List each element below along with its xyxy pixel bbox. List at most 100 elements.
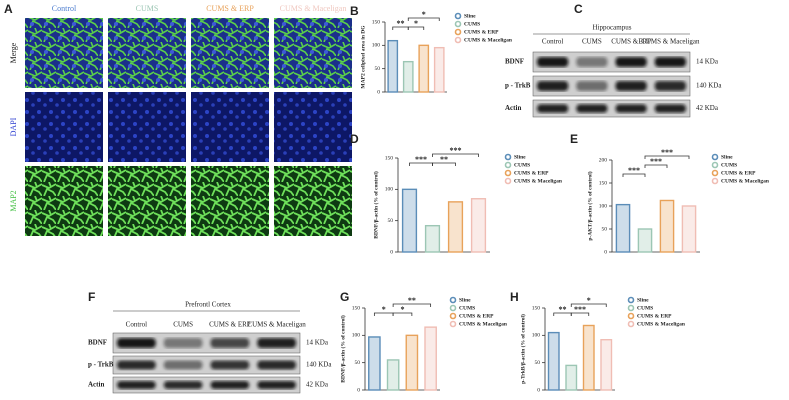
y-tick-label: 50 — [375, 66, 381, 72]
significance-bracket — [432, 153, 479, 157]
bar-charts: B MAP2 cellpixel area in DG 0 50 100 150 Sline… — [339, 4, 769, 393]
significance-label: ** — [559, 305, 567, 314]
micrograph — [191, 18, 269, 88]
blot-strip — [532, 75, 691, 97]
y-tick-label: 150 — [532, 305, 541, 311]
blot-strip — [532, 51, 691, 73]
significance-label: ** — [397, 19, 405, 28]
y-tick-label: 100 — [599, 203, 608, 209]
significance-label: * — [587, 296, 591, 305]
significance-label: *** — [650, 157, 662, 166]
blot-band — [117, 381, 156, 389]
column-label: Control — [126, 321, 147, 329]
size-label: 140 KDa — [306, 361, 332, 369]
significance-label: *** — [661, 148, 673, 157]
column-label: CUMS &ERP — [611, 38, 651, 46]
micrograph — [191, 92, 269, 162]
legend-label: Sline — [464, 13, 476, 19]
blot-band — [163, 381, 203, 389]
bar — [402, 60, 414, 93]
micrograph — [191, 166, 269, 236]
legend-label: Sline — [514, 154, 526, 160]
y-tick-label: 150 — [372, 19, 381, 25]
y-axis-label: MAP2 cellpixel area in DG — [360, 25, 366, 89]
bar — [424, 326, 437, 391]
significance-bracket — [392, 312, 413, 316]
row-label: DAPI — [9, 117, 18, 136]
size-label: 14 KDa — [306, 339, 329, 347]
bar — [565, 364, 578, 391]
bar — [600, 339, 613, 391]
significance-bracket — [644, 155, 690, 159]
column-label: CUMS — [136, 4, 159, 13]
legend-label: CUMS & Maceligan — [721, 178, 769, 184]
bar — [470, 198, 487, 253]
significance-bracket — [407, 17, 440, 21]
blot-band — [576, 104, 608, 113]
legend-marker — [504, 161, 512, 169]
legend-marker — [454, 12, 462, 20]
bar — [386, 359, 400, 391]
column-label: CUMS & Maceligan — [280, 4, 347, 13]
panel-label: E — [570, 132, 578, 146]
y-tick-label: 200 — [599, 157, 608, 163]
y-tick-label: 0 — [390, 249, 393, 255]
blot-band — [615, 104, 647, 113]
legend-marker — [449, 304, 457, 312]
legend-label: Sline — [459, 297, 471, 303]
panel-label: H — [510, 290, 519, 304]
bar — [418, 44, 430, 93]
size-label: 140 KDa — [696, 82, 722, 90]
panel-label: D — [350, 132, 359, 146]
y-tick-label: 100 — [372, 43, 381, 49]
legend-label: CUMS — [464, 21, 480, 27]
legend-label: CUMS & Maceligan — [637, 321, 685, 327]
y-axis-label: p-TrkB/β-actin (% of control) — [519, 314, 526, 384]
legend-label: CUMS & Maceligan — [514, 178, 562, 184]
panel-label: B — [350, 4, 359, 18]
y-tick-label: 0 — [604, 249, 607, 255]
significance-label: ** — [408, 296, 416, 305]
bar — [547, 331, 560, 391]
legend-label: CUMS & ERP — [721, 170, 756, 176]
blot-strip — [112, 355, 301, 375]
significance-label: *** — [450, 146, 462, 155]
panel-f: F Prefrontl Cortex Control CUMS CUMS & ERPCU… — [88, 290, 332, 394]
blot-band — [163, 338, 203, 348]
legend-label: CUMS — [721, 162, 737, 168]
significance-bracket — [644, 164, 668, 168]
bar — [615, 203, 631, 253]
y-tick-label: 150 — [385, 155, 394, 161]
blot-band — [615, 81, 647, 91]
blot-band — [257, 338, 296, 348]
size-label: 42 KDa — [306, 381, 329, 389]
bar — [405, 334, 419, 391]
legend-label: CUMS & Maceligan — [464, 37, 512, 43]
column-label: Control — [542, 38, 563, 46]
legend-marker — [454, 28, 462, 36]
blot-band — [117, 338, 156, 348]
micrograph — [25, 166, 103, 236]
blot-band — [537, 81, 569, 91]
bar — [433, 46, 445, 93]
legend-label: CUMS — [637, 305, 653, 311]
legend-marker — [504, 169, 512, 177]
legend-marker — [449, 312, 457, 320]
y-tick-label: 0 — [377, 89, 380, 95]
legend-label: CUMS & ERP — [464, 29, 499, 35]
blot-title: Hippocampus — [593, 24, 632, 32]
column-label: CUMS & Maceligan — [641, 38, 700, 46]
y-axis-label: BDNF/β-actin (% of control) — [339, 315, 346, 383]
micrograph — [108, 92, 186, 162]
row-label: p - TrkB — [88, 361, 114, 369]
legend-marker — [449, 320, 457, 328]
y-tick-label: 50 — [388, 218, 394, 224]
legend-marker — [627, 320, 635, 328]
significance-label: *** — [628, 166, 640, 175]
blot-band — [576, 81, 608, 91]
blot-band — [210, 360, 250, 370]
legend-marker — [504, 177, 512, 185]
column-label: CUMS & ERP — [206, 4, 254, 13]
y-tick-label: 50 — [535, 360, 541, 366]
